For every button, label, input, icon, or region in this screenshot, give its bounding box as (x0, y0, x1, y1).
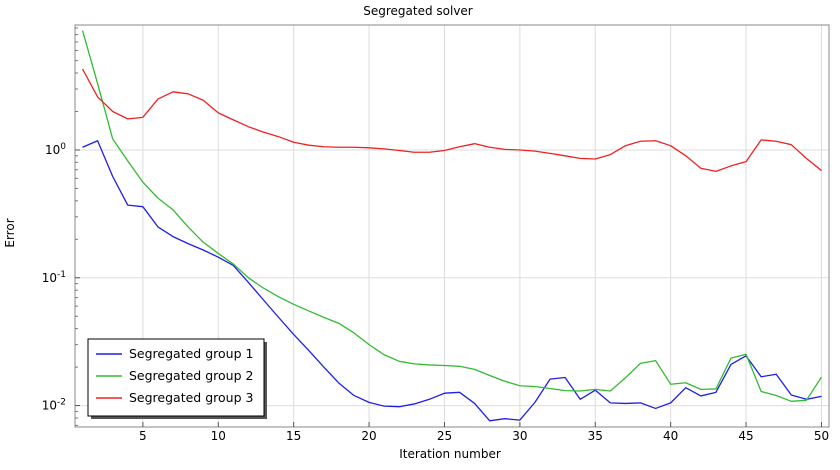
x-tick-label: 50 (814, 429, 829, 443)
x-tick-label: 10 (211, 429, 226, 443)
x-tick-label: 20 (361, 429, 376, 443)
plot-frame (74, 24, 830, 428)
x-tick-label: 5 (139, 429, 147, 443)
legend-label: Segregated group 1 (129, 346, 253, 361)
y-axis-title: Error (3, 218, 17, 247)
chart-title: Segregated solver (363, 4, 473, 18)
x-axis-title: Iteration number (399, 447, 501, 461)
series-line (81, 30, 823, 402)
legend-label: Segregated group 2 (129, 368, 253, 383)
y-tick-label: 100 (45, 142, 66, 157)
series-lines (81, 30, 823, 422)
x-tick-label: 45 (738, 429, 753, 443)
axis-ticks: 5 10 15 20 25 30 35 40 45 50 100 10-1 10-2 (42, 27, 829, 443)
legend: Segregated group 1 Segregated group 2 Segr… (87, 338, 267, 419)
x-tick-label: 40 (663, 429, 678, 443)
series-line (81, 68, 822, 173)
x-tick-label: 25 (437, 429, 452, 443)
x-tick-label: 35 (588, 429, 603, 443)
y-tick-label: 10-2 (42, 398, 66, 413)
grid (75, 25, 829, 427)
legend-box (87, 338, 265, 417)
x-tick-label: 15 (286, 429, 301, 443)
y-tick-label: 10-1 (42, 270, 66, 285)
legend-label: Segregated group 3 (129, 390, 253, 405)
x-tick-label: 30 (512, 429, 527, 443)
series-line (82, 140, 822, 422)
